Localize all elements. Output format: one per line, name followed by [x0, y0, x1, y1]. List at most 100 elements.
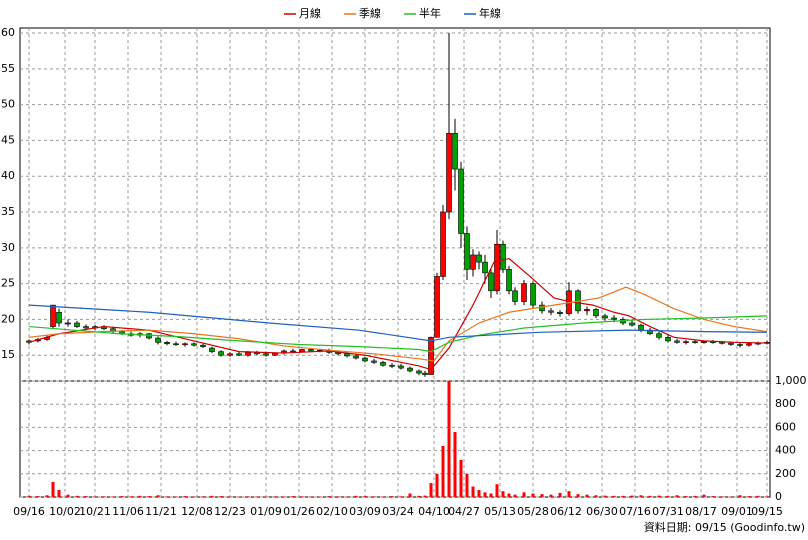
y-tick-label: 60: [1, 26, 15, 39]
volume-bar: [273, 496, 277, 497]
volume-bar: [408, 493, 412, 497]
volume-bar: [57, 490, 61, 497]
volume-bar: [471, 486, 475, 497]
volume-bar: [567, 491, 571, 497]
x-tick-label: 07/16: [619, 505, 651, 518]
volume-bar: [657, 495, 661, 497]
x-tick-label: 12/08: [181, 505, 213, 518]
x-tick-label: 04/10: [418, 505, 450, 518]
candle-body: [227, 353, 233, 356]
volume-bar: [309, 496, 313, 497]
volume-bar: [675, 495, 679, 497]
volume-bar: [246, 496, 250, 497]
plot-frame: [19, 27, 771, 498]
volume-bar: [558, 492, 562, 497]
volume-bar: [255, 496, 259, 497]
y-tick-label: 30: [1, 241, 15, 254]
volume-bar: [477, 490, 481, 497]
x-tick-label: 01/26: [283, 505, 315, 518]
volume-bar: [174, 496, 178, 497]
candle-body: [65, 322, 71, 325]
candle-body: [398, 365, 404, 369]
volume-bar: [756, 495, 760, 497]
volume-bar: [738, 495, 742, 497]
y-tick-label: 50: [1, 98, 15, 111]
volume-bar: [576, 494, 580, 497]
volume-bar: [693, 495, 697, 497]
candle-body: [629, 322, 635, 326]
volume-bar: [390, 496, 394, 497]
ma-line: [28, 315, 768, 353]
volume-bar: [765, 496, 769, 497]
candle-body: [446, 132, 452, 213]
volume-bar: [84, 496, 88, 497]
volume-bar: [27, 495, 31, 497]
candle-body: [674, 340, 680, 343]
volume-bar: [585, 494, 589, 497]
ma-line: [28, 304, 768, 342]
volume-bar: [300, 496, 304, 497]
candle-body: [452, 132, 458, 170]
x-tick-label: 10/02: [49, 505, 81, 518]
volume-bar: [111, 496, 115, 497]
volume-bar: [603, 495, 607, 497]
volume-bar: [75, 495, 79, 497]
volume-bar: [495, 484, 499, 497]
x-tick-label: 06/30: [586, 505, 618, 518]
candle-body: [494, 243, 500, 292]
volume-bar: [447, 381, 451, 497]
candle-body: [521, 283, 527, 302]
candle-body: [434, 276, 440, 338]
candle-body: [719, 342, 725, 344]
x-tick-label: 04/27: [448, 505, 480, 518]
x-tick-label: 03/09: [349, 505, 381, 518]
volume-bar: [621, 495, 625, 497]
candle-body: [218, 351, 224, 356]
y-tick-label: 55: [1, 62, 15, 75]
ma-line: [28, 257, 768, 371]
candle-body: [440, 211, 446, 277]
candle-body: [74, 322, 80, 327]
y-tick-label: 25: [1, 277, 15, 290]
volume-bar: [435, 473, 439, 497]
candle-body: [665, 337, 671, 342]
candle-body: [263, 353, 269, 356]
candle-body: [611, 317, 617, 320]
volume-bar: [711, 496, 715, 497]
x-tick-label: 01/09: [250, 505, 282, 518]
volume-bar: [423, 495, 427, 497]
volume-bar: [219, 496, 223, 497]
legend-label: 年線: [479, 6, 501, 20]
footnote: 資料日期: 09/15 (Goodinfo.tw): [644, 520, 805, 534]
candle-body: [209, 347, 215, 352]
y-tick-label: 200: [775, 467, 796, 480]
legend-label: 月線: [299, 6, 321, 20]
volume-bar: [66, 494, 70, 497]
volume-bar: [507, 493, 511, 497]
candle-body: [191, 343, 197, 346]
volume-bar: [459, 459, 463, 497]
candle-body: [389, 364, 395, 367]
volume-bar: [720, 496, 724, 497]
candle-body: [422, 372, 428, 375]
volume-bar: [120, 496, 124, 497]
candle-body: [236, 353, 242, 356]
volume-bar: [192, 496, 196, 497]
candle-body: [500, 243, 506, 270]
candle-body: [683, 341, 689, 343]
volume-bar: [429, 483, 433, 497]
x-tick-label: 09/01: [721, 505, 753, 518]
volume-bar: [129, 496, 133, 497]
candle-body: [182, 343, 188, 346]
legend-label: 半年: [419, 6, 441, 20]
candle-body: [656, 333, 662, 338]
candle-body: [701, 341, 707, 343]
x-tick-label: 07/31: [652, 505, 684, 518]
candle-body: [353, 355, 359, 359]
volume-bar: [648, 495, 652, 497]
candle-body: [380, 362, 386, 366]
volume-bar: [327, 496, 331, 497]
volume-bar: [684, 496, 688, 497]
candle-body: [602, 315, 608, 319]
y-tick-label: 20: [1, 312, 15, 325]
